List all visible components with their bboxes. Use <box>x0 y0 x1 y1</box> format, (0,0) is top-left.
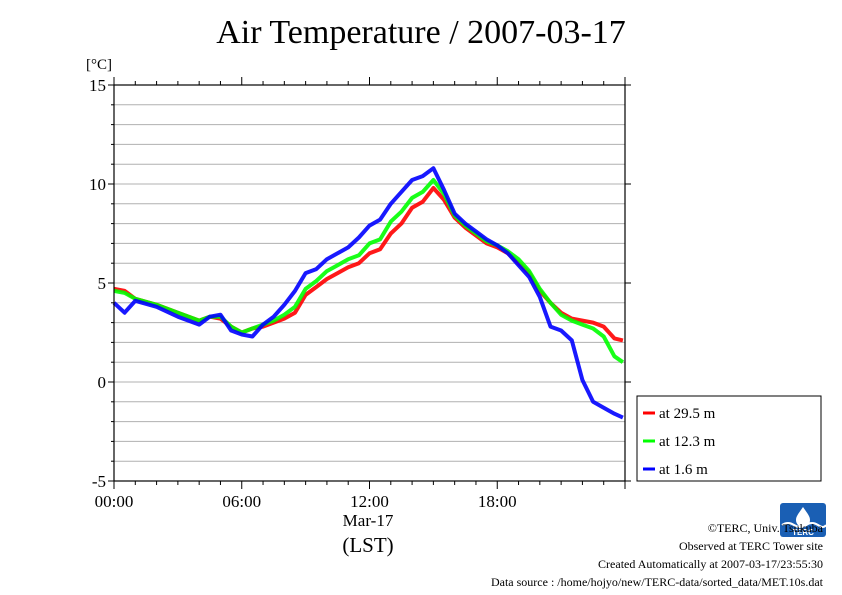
x-date-label: Mar-17 <box>343 511 394 530</box>
x-tick-label: 18:00 <box>478 492 517 511</box>
legend: at 29.5 m at 12.3 m at 1.6 m <box>636 395 822 482</box>
grid-lines <box>114 104 625 462</box>
y-tick-label: 0 <box>98 373 107 392</box>
x-tick-label: 06:00 <box>222 492 261 511</box>
y-tick-label: 5 <box>98 274 107 293</box>
observed-site-text: Observed at TERC Tower site <box>678 539 823 553</box>
logo-text: TERC <box>792 528 814 537</box>
y-tick-label: 10 <box>89 175 106 194</box>
series-lines <box>112 166 625 420</box>
y-unit-label: [°C] <box>86 57 112 73</box>
data-source-text: Data source : /home/hojyo/new/TERC-data/… <box>490 575 823 589</box>
series-line-3 <box>112 166 624 420</box>
terc-logo: TERC <box>780 503 827 542</box>
x-tick-label: 00:00 <box>95 492 134 511</box>
axis-ticks: -5 0 5 10 15 00:00 06:00 12:00 18:00 <box>89 76 631 511</box>
x-tick-label: 12:00 <box>350 492 389 511</box>
legend-label: at 12.3 m <box>659 434 716 450</box>
series-line-2 <box>113 178 625 364</box>
y-tick-label: 15 <box>89 76 106 95</box>
chart-title: Air Temperature / 2007-03-17 <box>216 14 626 51</box>
copyright-text: ©TERC, Univ. Tsukuba <box>707 521 823 535</box>
x-axis-label: (LST) <box>342 533 393 557</box>
y-tick-label: -5 <box>92 472 106 491</box>
legend-box <box>636 395 822 482</box>
legend-label: at 29.5 m <box>659 406 716 422</box>
legend-label: at 1.6 m <box>659 462 708 478</box>
created-time-text: Created Automatically at 2007-03-17/23:5… <box>598 557 823 571</box>
